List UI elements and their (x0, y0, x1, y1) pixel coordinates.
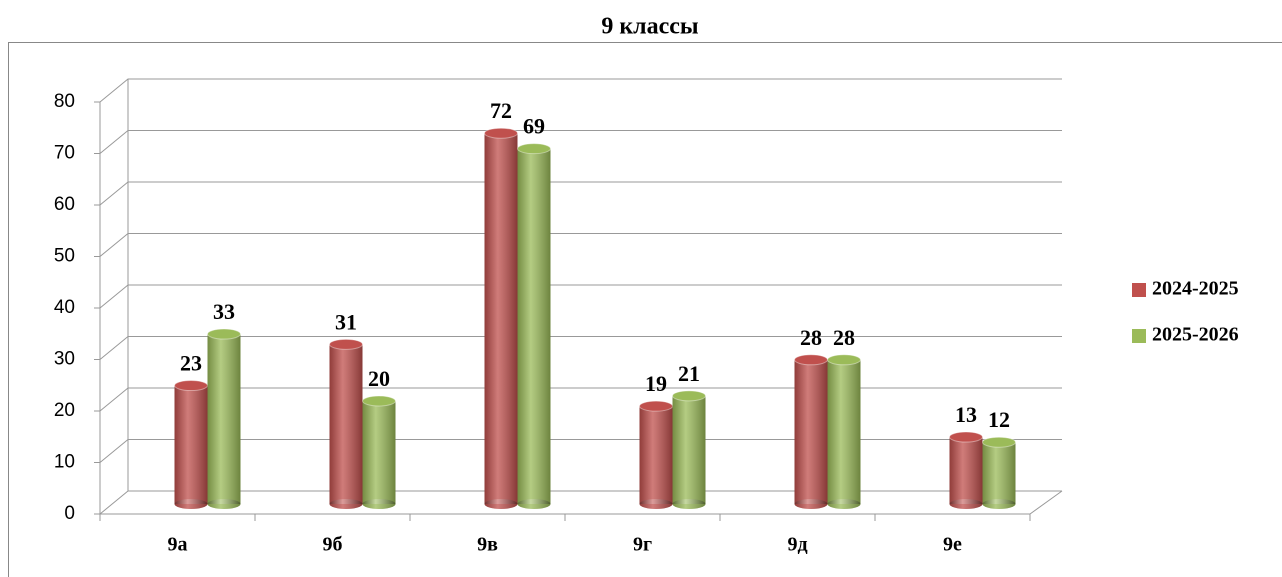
y-tick-label: 80 (54, 91, 75, 112)
bar-top (362, 395, 396, 407)
data-label: 12 (988, 407, 1010, 432)
x-tick-label: 9е (943, 534, 962, 556)
bar-base-shade (362, 499, 396, 509)
y-tick-label: 70 (54, 143, 75, 164)
bar-top (484, 127, 518, 139)
bar-shade (329, 344, 363, 504)
x-tick-label: 9д (787, 534, 807, 556)
data-label: 13 (955, 402, 977, 427)
grid-line (99, 181, 1062, 206)
bar-base-shade (207, 499, 241, 509)
bar-shade (207, 334, 241, 504)
bar-base-shade (827, 499, 861, 509)
data-label: 28 (800, 325, 822, 350)
bar-shade (982, 442, 1016, 504)
y-tick-label: 30 (54, 349, 75, 370)
y-tick-label: 20 (54, 400, 75, 421)
grid-line (99, 439, 1062, 463)
x-tick-label: 9в (477, 534, 498, 556)
bar-top (517, 143, 551, 155)
bar-top (794, 354, 828, 366)
x-tick-label: 9б (323, 534, 343, 556)
data-label: 33 (213, 299, 235, 324)
bar-base-shade (639, 499, 673, 509)
bar-shade (517, 148, 551, 504)
bar-top (329, 338, 363, 350)
bar-shade (362, 401, 396, 504)
data-label: 19 (645, 371, 667, 396)
grid-line (99, 284, 1062, 309)
data-label: 69 (523, 114, 545, 139)
bar-top (639, 400, 673, 412)
bar-shade (672, 395, 706, 504)
y-tick-label: 0 (64, 503, 75, 524)
grid-line (99, 336, 1062, 360)
chart-frame (8, 42, 1282, 577)
bar-shade (794, 359, 828, 504)
bar-base-shade (174, 499, 208, 509)
bar-base-shade (794, 499, 828, 509)
bar-base-shade (484, 499, 518, 509)
y-tick-label: 10 (54, 452, 75, 473)
x-tick-label: 9а (168, 534, 188, 556)
data-label: 23 (180, 351, 202, 376)
grid-line (99, 78, 1062, 103)
grid-line (99, 387, 1062, 412)
bar-top (207, 328, 241, 340)
x-tick-label: 9г (633, 534, 652, 556)
bar-base-shade (949, 499, 983, 509)
bar-shade (827, 359, 861, 504)
grid-line (99, 130, 1062, 154)
floor-edge (100, 490, 1063, 515)
bar-base-shade (329, 499, 363, 509)
y-tick-label: 50 (54, 246, 75, 267)
bar-top (174, 380, 208, 392)
bar-shade (639, 406, 673, 504)
bar-top (827, 354, 861, 366)
chart-title: 9 классы (601, 14, 699, 40)
legend-swatch (1132, 329, 1146, 343)
bar-top (982, 436, 1016, 448)
bar-shade (484, 133, 518, 504)
legend-label: 2024-2025 (1152, 278, 1239, 300)
bar-top (949, 431, 983, 443)
bar-base-shade (517, 499, 551, 509)
bar-base-shade (672, 499, 706, 509)
data-label: 72 (490, 98, 512, 123)
bar-shade (174, 385, 208, 504)
legend-label: 2025-2026 (1152, 324, 1239, 346)
data-label: 20 (368, 366, 390, 391)
bar-top (672, 390, 706, 402)
data-label: 21 (678, 361, 700, 386)
data-label: 31 (335, 309, 357, 334)
grid-line (99, 490, 1062, 515)
grid-line (99, 233, 1062, 257)
y-tick-label: 40 (54, 297, 75, 318)
legend-swatch (1132, 283, 1146, 297)
data-label: 28 (833, 325, 855, 350)
bar-shade (949, 437, 983, 504)
bar-base-shade (982, 499, 1016, 509)
y-tick-label: 60 (54, 194, 75, 215)
